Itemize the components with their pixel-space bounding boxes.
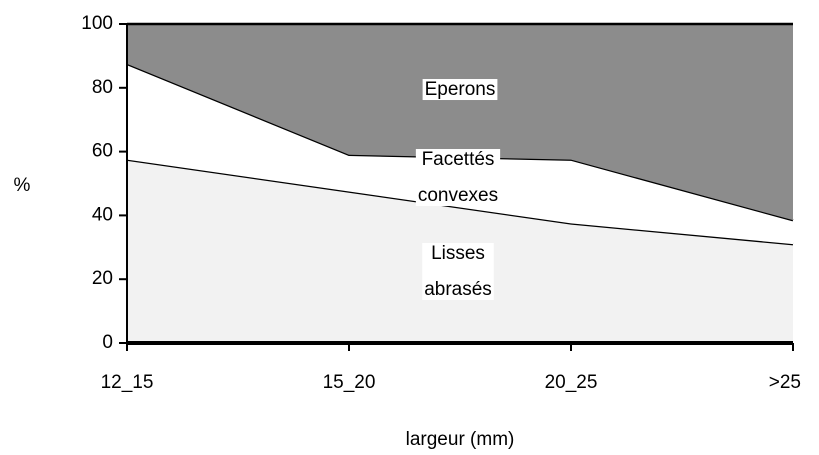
x-tick-label: 15_20 xyxy=(323,372,376,393)
series-label: Facettés convexes xyxy=(418,149,498,206)
series-label: Lisses abrasés xyxy=(424,243,492,300)
x-tick-label: 12_15 xyxy=(101,372,154,393)
series-label-group: Eperons xyxy=(422,79,498,101)
y-tick-label: 0 xyxy=(102,332,113,353)
series-label: Eperons xyxy=(425,79,496,100)
y-tick-label: 40 xyxy=(92,204,113,225)
series-label-group: Lisses abrasés xyxy=(422,243,494,301)
series-label-group: Facettés convexes xyxy=(415,149,501,207)
series-label-bg xyxy=(422,243,494,301)
series-label-bg xyxy=(415,149,501,207)
x-tick-label: 20_25 xyxy=(545,372,598,393)
y-tick-label: 100 xyxy=(81,13,113,34)
x-axis-label: largeur (mm) xyxy=(406,429,515,450)
y-tick-label: 80 xyxy=(92,77,113,98)
x-tick-label: >25 xyxy=(769,372,801,393)
y-axis-label: % xyxy=(14,175,31,196)
y-tick-label: 60 xyxy=(92,141,113,162)
area xyxy=(127,24,793,221)
y-tick-label: 20 xyxy=(92,268,113,289)
series-label-bg xyxy=(422,79,498,101)
area xyxy=(127,63,793,245)
